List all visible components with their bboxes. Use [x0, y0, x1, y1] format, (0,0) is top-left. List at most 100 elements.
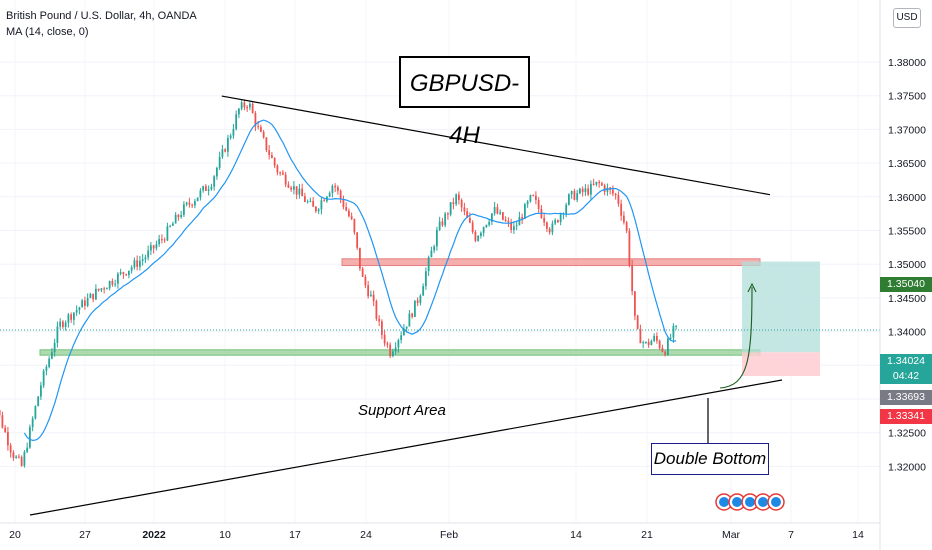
candle-body	[350, 216, 353, 220]
candle-body	[436, 229, 438, 247]
candle-body	[427, 257, 430, 272]
candle-body	[378, 318, 381, 322]
candle-body	[444, 213, 447, 226]
candle-body	[7, 432, 9, 446]
candle-body	[647, 341, 650, 346]
candle-body	[425, 271, 427, 287]
time-tick-label: 14	[570, 529, 582, 541]
candle-body	[117, 273, 119, 284]
candle-body	[166, 226, 169, 241]
candle-body	[438, 221, 441, 230]
support-trendline	[29, 379, 783, 516]
candle-body	[95, 288, 97, 300]
double-bottom-annotation: Double Bottom	[651, 443, 769, 475]
candle-body	[375, 301, 378, 319]
stop-price-tag: 1.33341	[880, 409, 932, 424]
candle-body	[221, 149, 224, 157]
candle-body	[400, 335, 403, 341]
candle-body	[595, 181, 598, 185]
candle-body	[554, 220, 557, 224]
candle-body	[75, 310, 78, 313]
candle-body	[287, 184, 290, 188]
candle-body	[106, 288, 108, 290]
trendlines	[0, 95, 880, 516]
candle-body	[1, 415, 4, 428]
candle-body	[158, 239, 161, 245]
candle-body	[144, 257, 147, 260]
candle-body	[279, 172, 282, 174]
candle-body	[15, 456, 18, 458]
candle-body	[0, 410, 1, 416]
candle-body	[309, 200, 312, 202]
candle-body	[485, 224, 488, 228]
candle-body	[546, 222, 548, 229]
price-tick-label: 1.35000	[888, 259, 926, 271]
candle-body	[295, 186, 298, 195]
candle-body	[590, 183, 592, 195]
candle-body	[20, 457, 23, 466]
candle-body	[579, 188, 581, 194]
projection-curve	[719, 286, 753, 389]
candle-body	[317, 209, 320, 212]
moving-average-series	[23, 119, 677, 442]
candle-body	[535, 195, 537, 201]
candle-body	[328, 193, 331, 197]
candle-body	[551, 223, 554, 233]
candle-body	[254, 113, 257, 126]
candle-body	[521, 217, 524, 219]
candle-body	[152, 245, 155, 249]
candle-body	[243, 102, 246, 108]
entry-price-tag: 1.33693	[880, 390, 932, 405]
candle-body	[89, 293, 92, 299]
candle-body	[251, 103, 254, 114]
candle-body	[623, 215, 625, 223]
candle-body	[246, 107, 249, 109]
resistance-price-tag: 1.35040	[880, 277, 932, 292]
candle-body	[18, 456, 20, 458]
candle-body	[557, 220, 559, 223]
candle-body	[141, 259, 144, 261]
candle-body	[469, 217, 471, 223]
candle-body	[370, 294, 372, 297]
candle-body	[559, 214, 562, 223]
candle-body	[416, 300, 419, 303]
candle-body	[111, 281, 114, 285]
candle-body	[661, 348, 664, 352]
candle-body	[257, 125, 260, 128]
candle-body	[284, 174, 287, 185]
candle-body	[568, 194, 570, 205]
candle-body	[381, 321, 383, 335]
candle-body	[628, 230, 631, 266]
currency-button[interactable]: USD	[893, 8, 921, 28]
event-flag-dot	[758, 497, 768, 507]
candle-body	[4, 427, 7, 433]
candle-body	[491, 213, 493, 222]
time-axis: 20 27 2022 10 17 24 Feb 14 21 Mar 7 14	[0, 522, 880, 541]
candle-body	[133, 260, 136, 268]
candle-body	[430, 250, 433, 258]
candle-body	[543, 217, 546, 223]
last-price-value: 1.34024	[887, 355, 925, 367]
time-tick-label: Feb	[440, 529, 458, 541]
candle-body	[614, 193, 617, 196]
candle-body	[348, 210, 350, 217]
price-tick-label: 1.38000	[888, 57, 926, 69]
candle-body	[12, 452, 15, 458]
candle-body	[139, 260, 141, 267]
candle-body	[458, 194, 460, 200]
candle-body	[548, 228, 551, 233]
candle-body	[361, 268, 364, 277]
candle-body	[213, 176, 216, 187]
time-tick-label: 20	[9, 529, 21, 541]
candle-body	[196, 197, 199, 202]
candle-body	[62, 321, 64, 327]
candle-body	[441, 221, 444, 226]
candle-body	[411, 313, 414, 317]
candle-body	[59, 321, 62, 327]
bar-countdown: 04:42	[892, 370, 920, 382]
candle-body	[403, 328, 405, 336]
indicator-label[interactable]: MA (14, close, 0)	[6, 26, 89, 38]
resistance-trendline	[221, 95, 771, 196]
time-tick-label: 7	[788, 529, 794, 541]
